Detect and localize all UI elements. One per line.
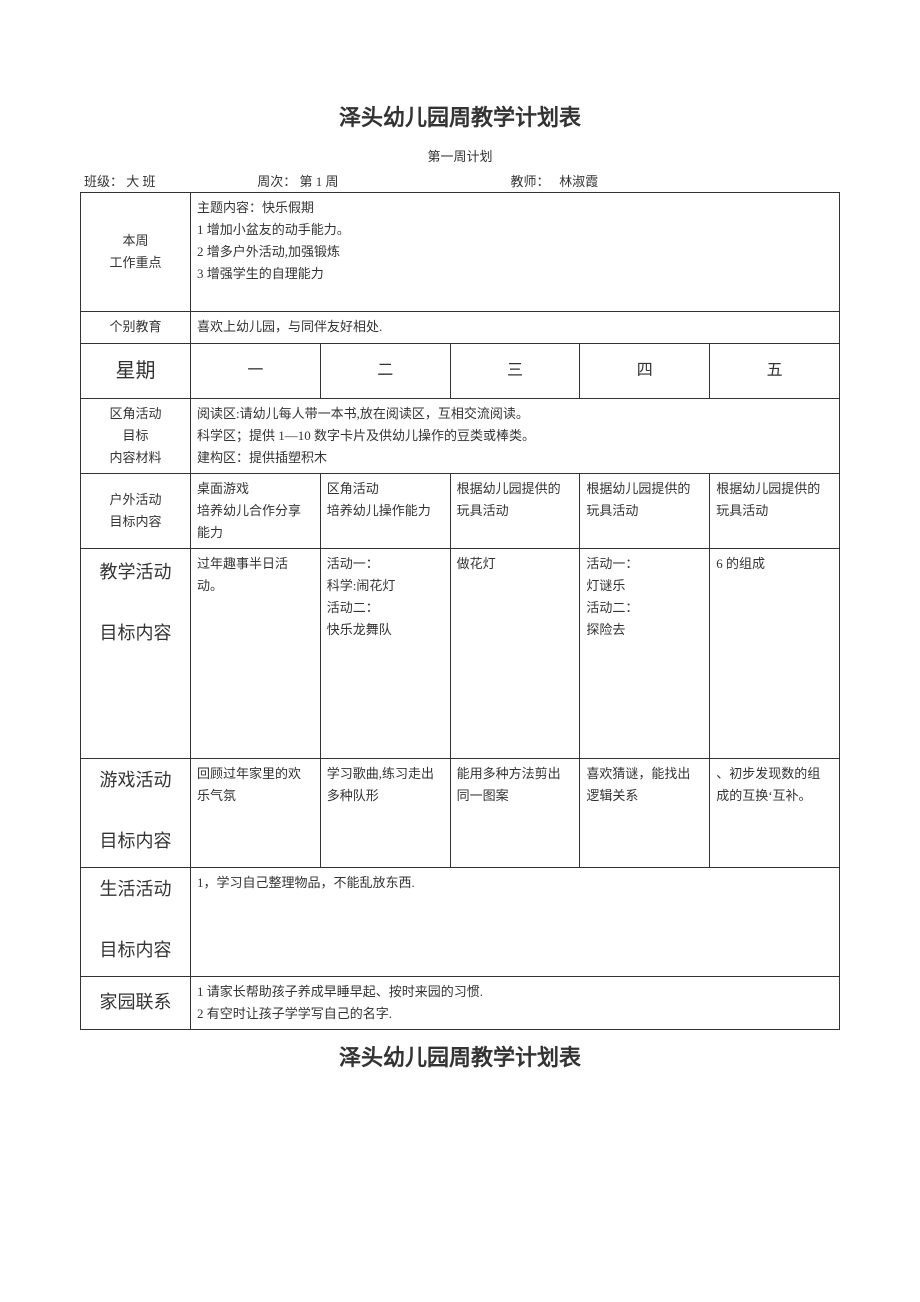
game-tue: 学习歌曲,练习走出多种队形 (320, 759, 450, 868)
class-value: 大 班 (126, 171, 155, 190)
teaching-thu: 活动一： 灯谜乐 活动二： 探险去 (580, 549, 710, 759)
weekday-thu: 四 (580, 343, 710, 398)
game-fri: 、初步发现数的组成的互换‘互补。 (710, 759, 840, 868)
focus-content: 主题内容：快乐假期 1 增加小盆友的动手能力。 2 增多户外活动,加强锻炼 3 … (191, 193, 840, 312)
game-label: 游戏活动 目标内容 (81, 759, 191, 868)
week-value: 第 1 周 (300, 171, 339, 190)
row-outdoor: 户外活动 目标内容 桌面游戏 培养幼儿合作分享能力 区角活动 培养幼儿操作能力 … (81, 473, 840, 548)
game-wed: 能用多种方法剪出同一图案 (450, 759, 580, 868)
meta-header: 班级： 大 班 周次： 第 1 周 教师： 林淑霞 (80, 171, 840, 190)
row-game: 游戏活动 目标内容 回顾过年家里的欢乐气氛 学习歌曲,练习走出多种队形 能用多种… (81, 759, 840, 868)
life-content: 1，学习自己整理物品，不能乱放东西. (191, 867, 840, 976)
outdoor-label: 户外活动 目标内容 (81, 473, 191, 548)
week-label: 周次： (257, 171, 296, 190)
page-title-2: 泽头幼儿园周教学计划表 (80, 1040, 840, 1072)
row-home: 家园联系 1 请家长帮助孩子养成早睡早起、按时来园的习惯. 2 有空时让孩子学学… (81, 976, 840, 1029)
individual-content: 喜欢上幼儿园，与同伴友好相处. (191, 312, 840, 343)
teacher-value: 林淑霞 (559, 171, 598, 190)
home-content: 1 请家长帮助孩子养成早睡早起、按时来园的习惯. 2 有空时让孩子学学写自己的名… (191, 976, 840, 1029)
row-life: 生活活动 目标内容 1，学习自己整理物品，不能乱放东西. (81, 867, 840, 976)
focus-label: 本周 工作重点 (81, 193, 191, 312)
weekday-label: 星期 (81, 343, 191, 398)
row-teaching: 教学活动 目标内容 过年趣事半日活动。 活动一： 科学:闹花灯 活动二： 快乐龙… (81, 549, 840, 759)
life-label: 生活活动 目标内容 (81, 867, 191, 976)
outdoor-thu: 根据幼儿园提供的玩具活动 (580, 473, 710, 548)
corner-content: 阅读区:请幼儿每人带一本书,放在阅读区，互相交流阅读。 科学区；提供 1—10 … (191, 398, 840, 473)
row-individual: 个别教育 喜欢上幼儿园，与同伴友好相处. (81, 312, 840, 343)
teaching-fri: 6 的组成 (710, 549, 840, 759)
outdoor-mon: 桌面游戏 培养幼儿合作分享能力 (191, 473, 321, 548)
weekday-wed: 三 (450, 343, 580, 398)
individual-label: 个别教育 (81, 312, 191, 343)
class-label: 班级： (84, 171, 123, 190)
corner-label: 区角活动 目标 内容材料 (81, 398, 191, 473)
teaching-tue: 活动一： 科学:闹花灯 活动二： 快乐龙舞队 (320, 549, 450, 759)
teaching-label: 教学活动 目标内容 (81, 549, 191, 759)
teaching-mon: 过年趣事半日活动。 (191, 549, 321, 759)
row-focus: 本周 工作重点 主题内容：快乐假期 1 增加小盆友的动手能力。 2 增多户外活动… (81, 193, 840, 312)
home-label: 家园联系 (81, 976, 191, 1029)
teaching-wed: 做花灯 (450, 549, 580, 759)
outdoor-fri: 根据幼儿园提供的玩具活动 (710, 473, 840, 548)
weekday-mon: 一 (191, 343, 321, 398)
page-subtitle: 第一周计划 (80, 146, 840, 165)
weekday-tue: 二 (320, 343, 450, 398)
game-thu: 喜欢猜谜，能找出逻辑关系 (580, 759, 710, 868)
plan-table: 本周 工作重点 主题内容：快乐假期 1 增加小盆友的动手能力。 2 增多户外活动… (80, 192, 840, 1030)
row-weekday: 星期 一 二 三 四 五 (81, 343, 840, 398)
game-mon: 回顾过年家里的欢乐气氛 (191, 759, 321, 868)
weekday-fri: 五 (710, 343, 840, 398)
page-title: 泽头幼儿园周教学计划表 (80, 100, 840, 132)
outdoor-tue: 区角活动 培养幼儿操作能力 (320, 473, 450, 548)
outdoor-wed: 根据幼儿园提供的玩具活动 (450, 473, 580, 548)
teacher-label: 教师： (511, 171, 550, 190)
row-corner: 区角活动 目标 内容材料 阅读区:请幼儿每人带一本书,放在阅读区，互相交流阅读。… (81, 398, 840, 473)
